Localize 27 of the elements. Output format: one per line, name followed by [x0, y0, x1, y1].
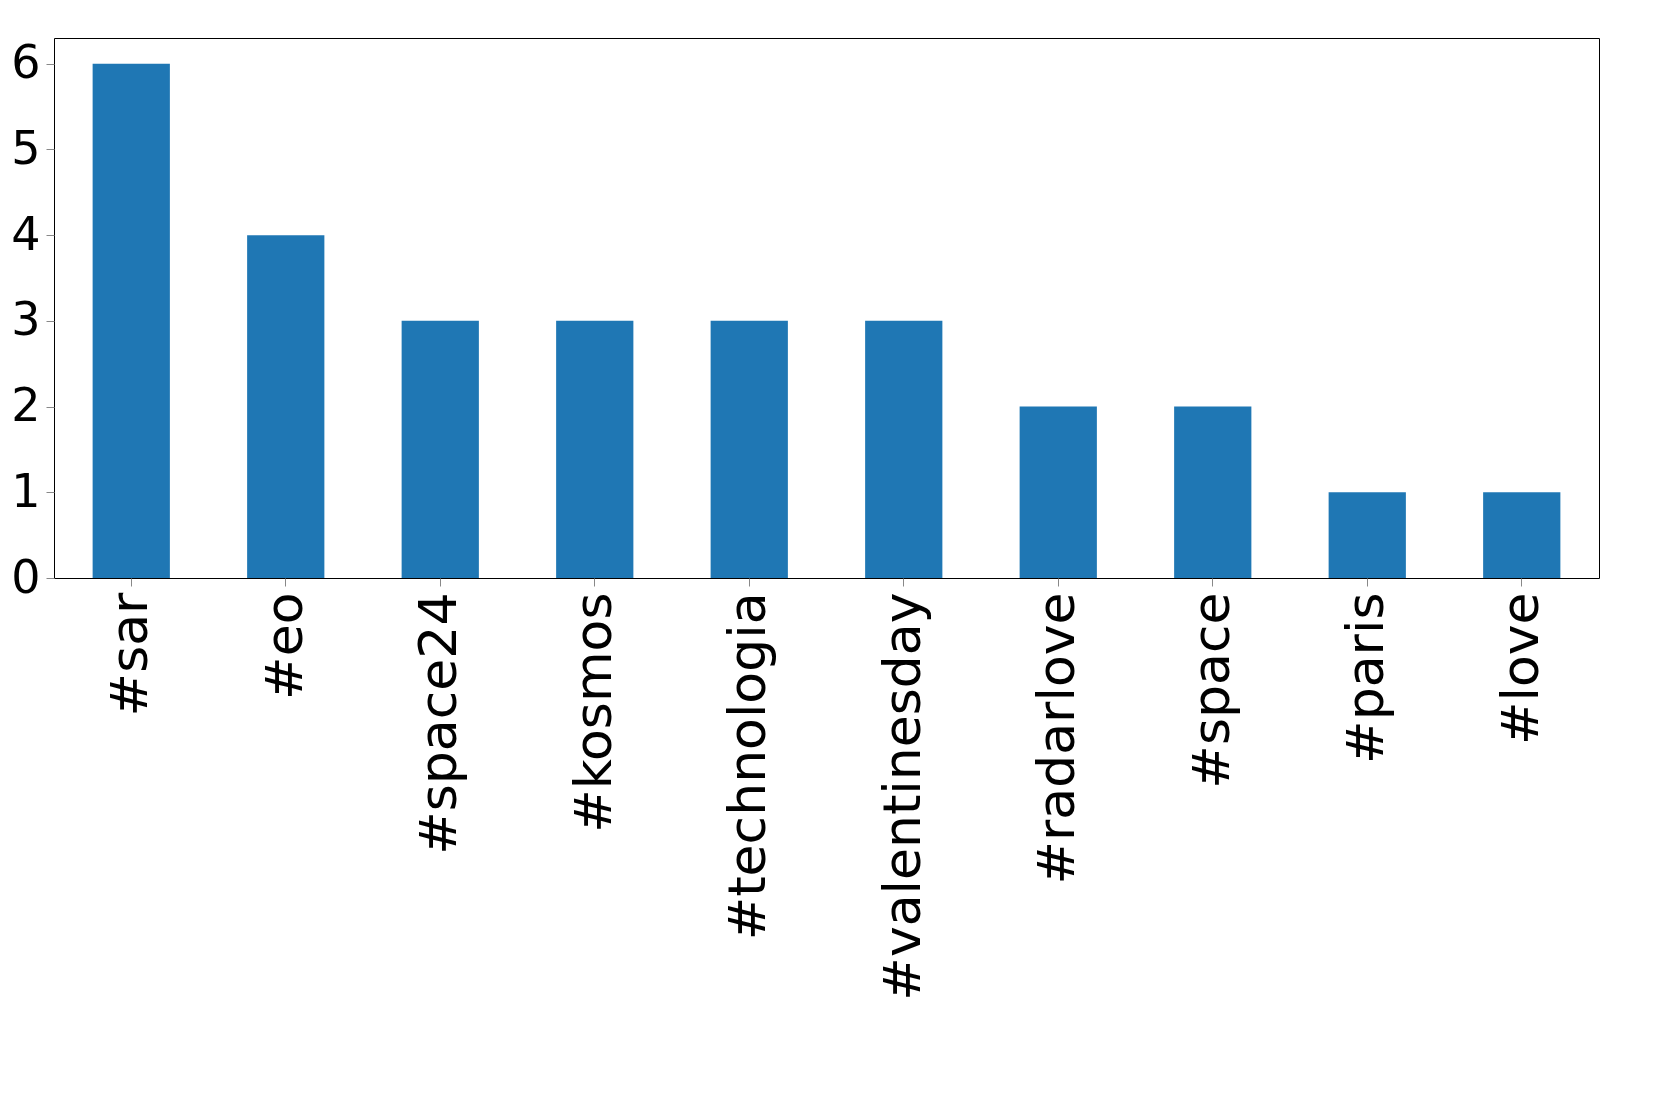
x-tick-label: #technologia: [717, 592, 778, 941]
x-tick-label: #love: [1489, 592, 1550, 746]
y-tick-label: 2: [11, 378, 41, 433]
bar: [1019, 406, 1097, 578]
x-tick-label: #valentinesday: [871, 592, 932, 1001]
x-tick-label: #space24: [408, 592, 469, 855]
y-tick-label: 3: [11, 292, 41, 347]
bar: [247, 235, 325, 578]
bar: [1483, 492, 1561, 578]
x-tick-label: #kosmos: [562, 592, 623, 833]
x-tick-label: #space: [1180, 592, 1241, 789]
x-tick-label: #eo: [253, 592, 314, 700]
y-tick-label: 5: [11, 120, 41, 175]
bar: [1328, 492, 1406, 578]
bar: [1174, 406, 1252, 578]
y-tick-label: 6: [11, 35, 41, 90]
y-tick-label: 4: [11, 206, 41, 261]
bar: [401, 320, 479, 578]
x-tick-label: #radarlove: [1026, 592, 1087, 885]
bar: [556, 320, 634, 578]
y-tick-label: 1: [11, 463, 41, 518]
bar: [92, 63, 170, 578]
bar: [865, 320, 943, 578]
x-tick-label: #paris: [1335, 592, 1396, 764]
bar: [710, 320, 788, 578]
x-tick-label: #sar: [99, 591, 160, 717]
y-tick-label: 0: [11, 549, 41, 604]
